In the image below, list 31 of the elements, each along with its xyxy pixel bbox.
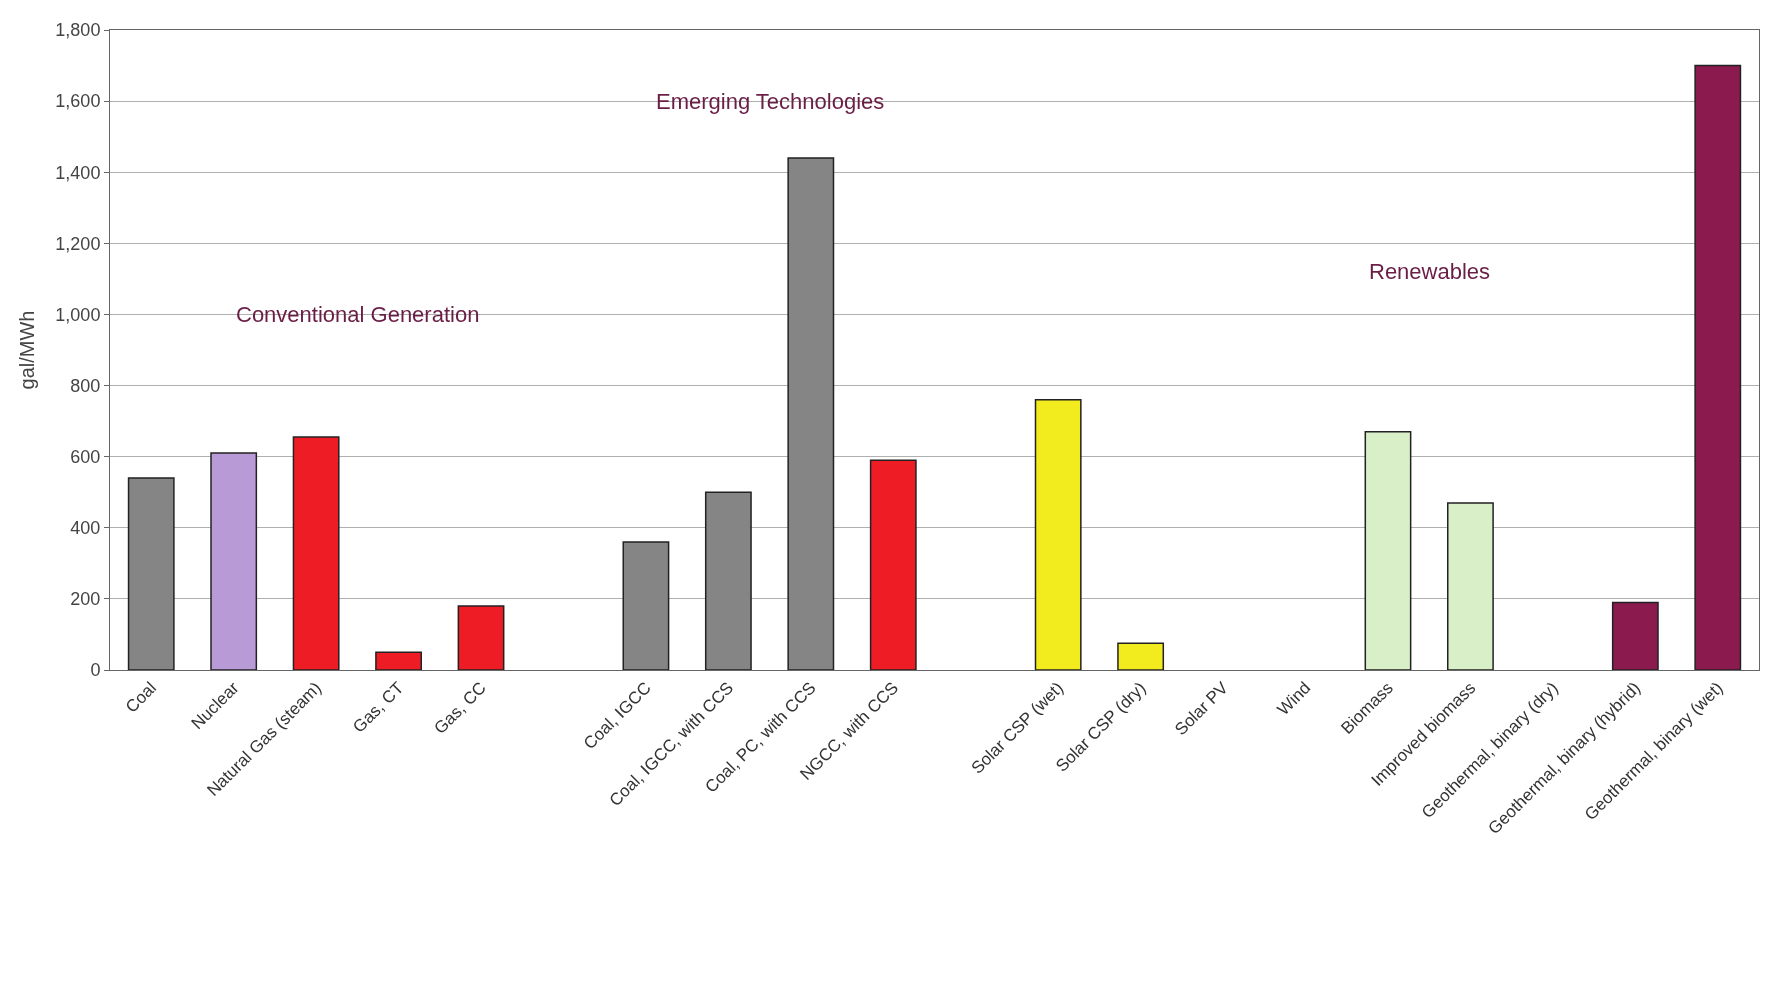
bar bbox=[127, 477, 175, 670]
y-tick-label: 1,000 bbox=[55, 304, 101, 325]
bar bbox=[1611, 601, 1659, 670]
y-tick-label: 0 bbox=[90, 660, 101, 681]
bar bbox=[1034, 399, 1082, 670]
bar bbox=[457, 605, 505, 670]
y-tick-label: 200 bbox=[70, 589, 101, 610]
bar bbox=[1117, 642, 1165, 670]
y-tick-label: 1,600 bbox=[55, 91, 101, 112]
bar bbox=[1447, 502, 1494, 670]
bar bbox=[704, 491, 752, 670]
x-tick-label: Gas, CC bbox=[430, 678, 490, 738]
y-axis-title: gal/MWh bbox=[15, 310, 38, 390]
y-tick-label: 800 bbox=[70, 375, 101, 396]
bar bbox=[1694, 64, 1742, 670]
bar bbox=[622, 541, 670, 670]
y-tick-label: 1,800 bbox=[55, 20, 101, 41]
y-tick-label: 400 bbox=[70, 518, 101, 539]
bar bbox=[375, 651, 422, 670]
bar bbox=[1364, 431, 1412, 670]
y-tick-label: 1,400 bbox=[55, 162, 101, 183]
bar bbox=[292, 436, 340, 670]
annotation: Emerging Technologies bbox=[656, 89, 885, 114]
x-tick-label: Gas, CT bbox=[349, 678, 408, 737]
bar bbox=[210, 452, 258, 670]
annotation: Renewables bbox=[1369, 259, 1491, 284]
y-tick-label: 600 bbox=[70, 446, 101, 467]
bar bbox=[787, 157, 835, 670]
bar bbox=[869, 459, 917, 670]
annotation: Conventional Generation bbox=[236, 302, 480, 327]
y-tick-label: 1,200 bbox=[55, 233, 101, 254]
